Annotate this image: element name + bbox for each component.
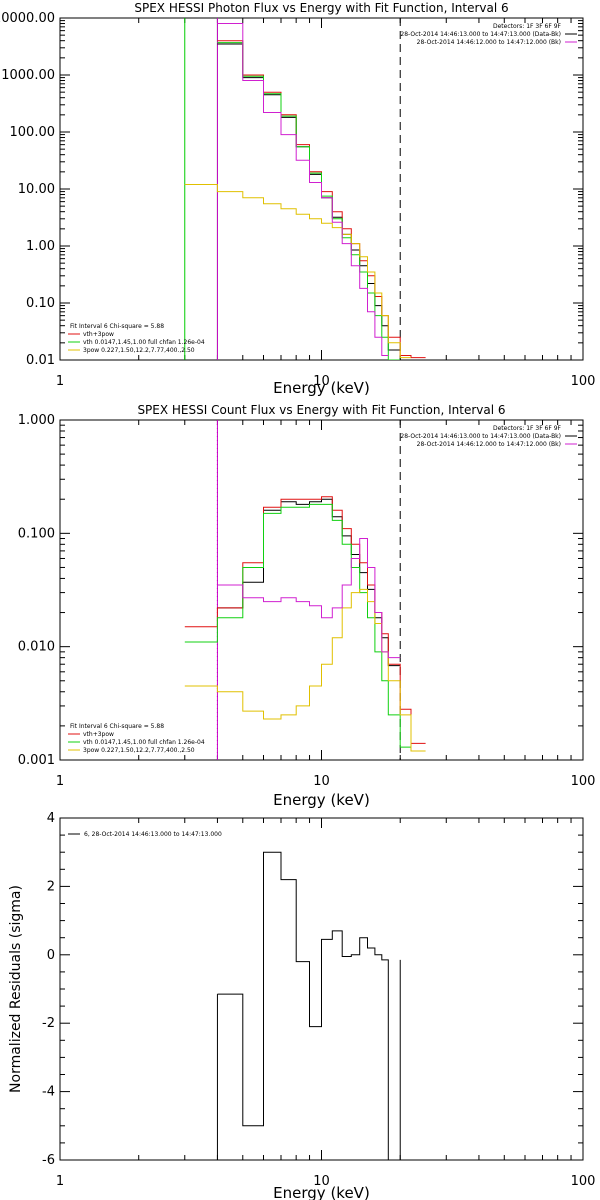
x-tick-label: 100 xyxy=(571,374,596,389)
series-bk xyxy=(217,23,389,356)
y-tick-label: 0.001 xyxy=(18,753,55,768)
legend-entry: 6, 28-Oct-2014 14:46:13.000 to 14:47:13.… xyxy=(84,831,222,838)
x-axis-label: Energy (keV) xyxy=(273,1184,370,1200)
chart-panel-1: SPEX HESSI Photon Flux vs Energy with Fi… xyxy=(0,1,595,397)
y-tick-label: -2 xyxy=(42,1016,55,1031)
series-vth-3pow xyxy=(217,40,426,359)
y-tick-label: 1.00 xyxy=(26,239,55,254)
y-tick-label: -4 xyxy=(42,1085,55,1100)
series-data-bk xyxy=(217,43,401,351)
x-tick-label: 1 xyxy=(56,774,64,789)
series-data-bk xyxy=(217,498,401,667)
y-tick-label: 0.01 xyxy=(26,353,55,368)
y-tick-label: 0.10 xyxy=(26,296,55,311)
chart-panel-3: 1 10 100 -6 -4 -2 0 2 4 Energy (keV) Normalized Re… xyxy=(8,811,595,1200)
header-line: 28-Oct-2014 14:46:12.000 to 14:47:12.000… xyxy=(417,441,561,448)
x-tick-label: 1 xyxy=(56,374,64,389)
y-tick-label: 10.00 xyxy=(18,182,55,197)
header-line: Detectors: 1F 3F 6F 9F xyxy=(493,23,562,30)
x-tick-label: 10 xyxy=(313,1174,330,1189)
y-tick-label: 4 xyxy=(47,811,55,826)
chart-panel-2: SPEX HESSI Count Flux vs Energy with Fit… xyxy=(18,403,596,809)
y-tick-label: 100.00 xyxy=(10,125,56,140)
y-tick-label: 1000.00 xyxy=(1,68,55,83)
plot-frame xyxy=(59,419,584,761)
chart-title: SPEX HESSI Count Flux vs Energy with Fit… xyxy=(137,403,505,417)
y-tick-label: 1.000 xyxy=(18,413,55,428)
x-tick-label: 10 xyxy=(313,374,330,389)
fit-legend-entry: 3pow 0.227,1.50,12.2,7.77,400.,2.50 xyxy=(83,347,195,354)
fit-legend-entry: Fit Interval 6 Chi-square = 5.88 xyxy=(70,323,164,330)
header-line: 28-Oct-2014 14:46:13.000 to 14:47:13.000… xyxy=(400,31,561,38)
y-tick-label: 0.010 xyxy=(18,640,55,655)
fit-legend-entry: vth 0.0147,1.45,1.00 full chfan 1.26e-04 xyxy=(83,339,205,346)
y-tick-label: 0 xyxy=(47,948,55,963)
series-3pow xyxy=(184,588,426,752)
residuals-series xyxy=(217,851,401,1160)
x-tick-label: 10 xyxy=(313,774,330,789)
x-axis-label: Energy (keV) xyxy=(273,379,370,397)
series-vth xyxy=(184,503,411,748)
series-3pow xyxy=(184,184,411,359)
header-line: Detectors: 1F 3F 6F 9F xyxy=(493,425,562,432)
x-axis-label: Energy (keV) xyxy=(273,791,370,809)
fit-legend-entry: vth+3pow xyxy=(83,731,114,738)
x-tick-label: 100 xyxy=(571,1174,596,1189)
fit-legend-entry: 3pow 0.227,1.50,12.2,7.77,400.,2.50 xyxy=(83,747,195,754)
series-vth xyxy=(217,42,401,360)
y-tick-label: 10000.00 xyxy=(0,11,55,26)
y-tick-label: 2 xyxy=(47,879,55,894)
y-tick-label: -6 xyxy=(42,1153,55,1168)
fit-legend-entry: vth 0.0147,1.45,1.00 full chfan 1.26e-04 xyxy=(83,739,205,746)
series-bk xyxy=(217,538,401,659)
fit-legend-entry: Fit Interval 6 Chi-square = 5.88 xyxy=(70,723,164,730)
series-vth-3pow xyxy=(184,496,426,744)
x-tick-label: 100 xyxy=(571,774,596,789)
chart-title: SPEX HESSI Photon Flux vs Energy with Fi… xyxy=(134,1,508,15)
header-line: 28-Oct-2014 14:46:12.000 to 14:47:12.000… xyxy=(417,39,561,46)
x-tick-label: 1 xyxy=(56,1174,64,1189)
y-tick-label: 0.100 xyxy=(18,526,55,541)
y-axis-label: Normalized Residuals (sigma) xyxy=(8,885,24,1093)
fit-legend-entry: vth+3pow xyxy=(83,331,114,338)
header-line: 28-Oct-2014 14:46:13.000 to 14:47:13.000… xyxy=(400,433,561,440)
